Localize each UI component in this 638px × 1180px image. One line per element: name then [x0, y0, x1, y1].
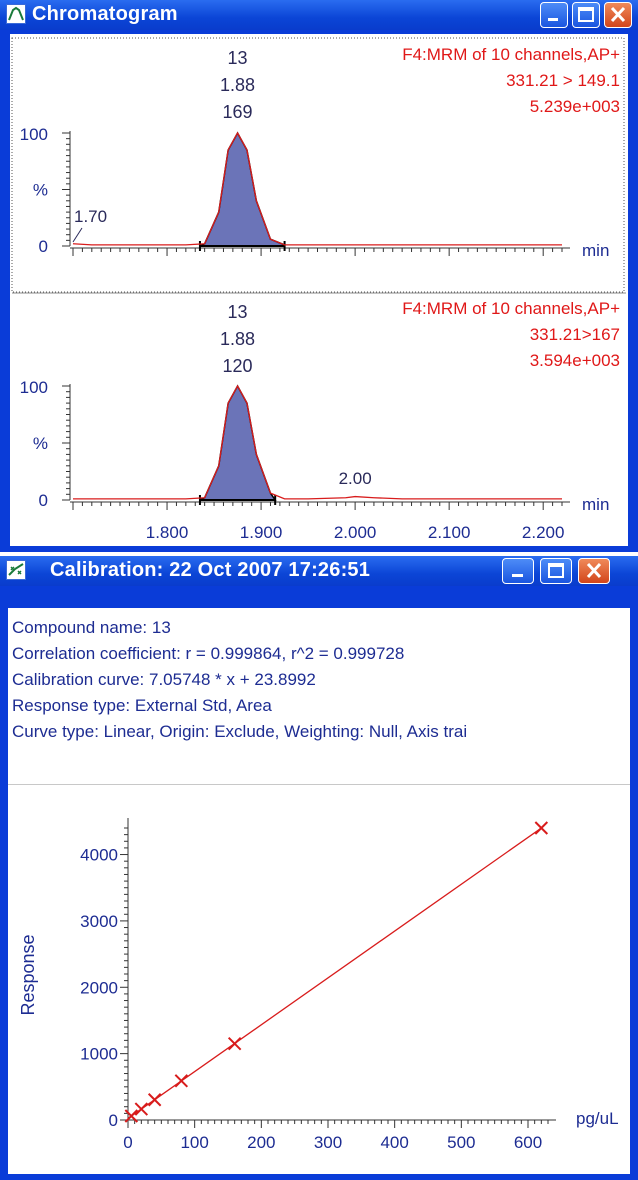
curve-type: Curve type: Linear, Origin: Exclude, Wei…: [12, 722, 468, 741]
y-tick-label: %: [33, 434, 48, 453]
close-icon: [586, 562, 602, 579]
x-tick-label: 600: [514, 1133, 542, 1152]
retention-label: 1.70: [74, 207, 107, 226]
calibration-point: [124, 1109, 139, 1123]
y-tick-label: 0: [109, 1111, 118, 1130]
x-tick-label: 200: [247, 1133, 275, 1152]
maximize-button[interactable]: [540, 558, 572, 584]
x-tick-label: 2.200: [522, 523, 565, 542]
calibration-window: Calibration: 22 Oct 2007 17:26:51 Compou…: [0, 556, 638, 1180]
close-icon: [610, 6, 626, 23]
minimize-icon: [548, 18, 558, 21]
trace-annotation: F4:MRM of 10 channels,AP+: [402, 299, 620, 318]
trace-annotation: 5.239e+003: [530, 97, 620, 116]
compound-name: Compound name: 13: [12, 618, 171, 637]
peak-label: 1.88: [220, 329, 255, 349]
close-button[interactable]: [578, 558, 610, 584]
x-tick-label: 2.100: [428, 523, 471, 542]
y-tick-label: 4000: [80, 846, 118, 865]
calibration-area: Compound name: 13 Correlation coefficien…: [8, 608, 630, 1174]
y-tick-label: 1000: [80, 1045, 118, 1064]
maximize-button[interactable]: [572, 2, 600, 28]
y-tick-label: 2000: [80, 978, 118, 997]
y-tick-label: 100: [20, 378, 48, 397]
correlation-coefficient: Correlation coefficient: r = 0.999864, r…: [12, 644, 405, 663]
calibration-point: [134, 1102, 149, 1116]
x-tick-label: 500: [447, 1133, 475, 1152]
minimize-button[interactable]: [540, 2, 568, 28]
trace-line: [73, 384, 562, 500]
calibration-point: [227, 1036, 242, 1051]
y-tick-label: 0: [39, 237, 48, 256]
trace-line: [72, 131, 562, 246]
chromatogram-peak-icon: [6, 4, 26, 24]
calibration-titlebar[interactable]: Calibration: 22 Oct 2007 17:26:51: [0, 556, 638, 586]
maximize-icon: [578, 7, 594, 22]
x-tick-label: 2.000: [334, 523, 377, 542]
peak-label: 1.88: [220, 75, 255, 95]
y-tick-label: %: [33, 181, 48, 200]
chromatogram-title: Chromatogram: [32, 3, 178, 25]
minimize-icon: [512, 574, 523, 577]
y-axis-title: Response: [18, 934, 38, 1015]
calibration-plot: 0 1000 2000 3000 4000 Response 0 100 200 300 400 50…: [18, 818, 619, 1152]
x-tick-label: 1.800: [146, 523, 189, 542]
x-tick-label: 300: [314, 1133, 342, 1152]
trace-lower: 100% 0 min 1.800 1.900 2.000 2.100 2.200 13 1.88 1…: [20, 299, 620, 542]
x-tick-label: 400: [380, 1133, 408, 1152]
chromatogram-area: 100% 0 min 13 1.88 169 F4:MRM of 10 channels,A…: [10, 34, 628, 546]
peak-label: 169: [223, 102, 253, 122]
chromatogram-titlebar[interactable]: Chromatogram: [0, 0, 638, 30]
calibration-equation: Calibration curve: 7.05748 * x + 23.8992: [12, 670, 316, 689]
peak-label: 120: [223, 356, 253, 376]
active-trace-frame: [11, 37, 625, 293]
trace-annotation: 3.594e+003: [530, 351, 620, 370]
calibration-fit-line: [127, 827, 542, 1119]
close-button[interactable]: [604, 2, 632, 28]
minimize-button[interactable]: [502, 558, 534, 584]
trace-annotation: 331.21 > 149.1: [506, 71, 620, 90]
x-unit-label: min: [582, 495, 609, 514]
peak-label: 13: [228, 48, 248, 68]
calibration-point: [174, 1074, 189, 1088]
trace-annotation: F4:MRM of 10 channels,AP+: [402, 45, 620, 64]
trace-annotation: 331.21>167: [530, 325, 620, 344]
response-type: Response type: External Std, Area: [12, 696, 272, 715]
calibration-point: [534, 821, 549, 835]
chromatogram-plot: 100% 0 min 13 1.88 169 F4:MRM of 10 channels,A…: [11, 37, 626, 542]
maximize-icon: [548, 563, 564, 578]
retention-label-leader: [72, 227, 83, 243]
x-tick-label: 1.900: [240, 523, 283, 542]
y-tick-label: 0: [39, 491, 48, 510]
x-tick-label: 0: [123, 1133, 132, 1152]
x-unit-label: pg/uL: [576, 1109, 619, 1128]
calibration-point: [147, 1093, 162, 1107]
calibration-title: Calibration: 22 Oct 2007 17:26:51: [50, 559, 371, 581]
x-unit-label: min: [582, 241, 609, 260]
calibration-curve-icon: [6, 560, 26, 580]
chromatogram-window: Chromatogram 100% 0 min 13 1.88 169 F4:MRM of …: [0, 0, 638, 552]
y-tick-label: 100: [20, 125, 48, 144]
peak-label: 13: [228, 302, 248, 322]
info-divider: [8, 784, 630, 785]
retention-label: 2.00: [339, 469, 372, 488]
integrated-peak: [199, 131, 286, 247]
trace-upper: 100% 0 min 13 1.88 169 F4:MRM of 10 channels,A…: [20, 45, 620, 260]
x-tick-label: 100: [180, 1133, 208, 1152]
y-tick-label: 3000: [80, 912, 118, 931]
